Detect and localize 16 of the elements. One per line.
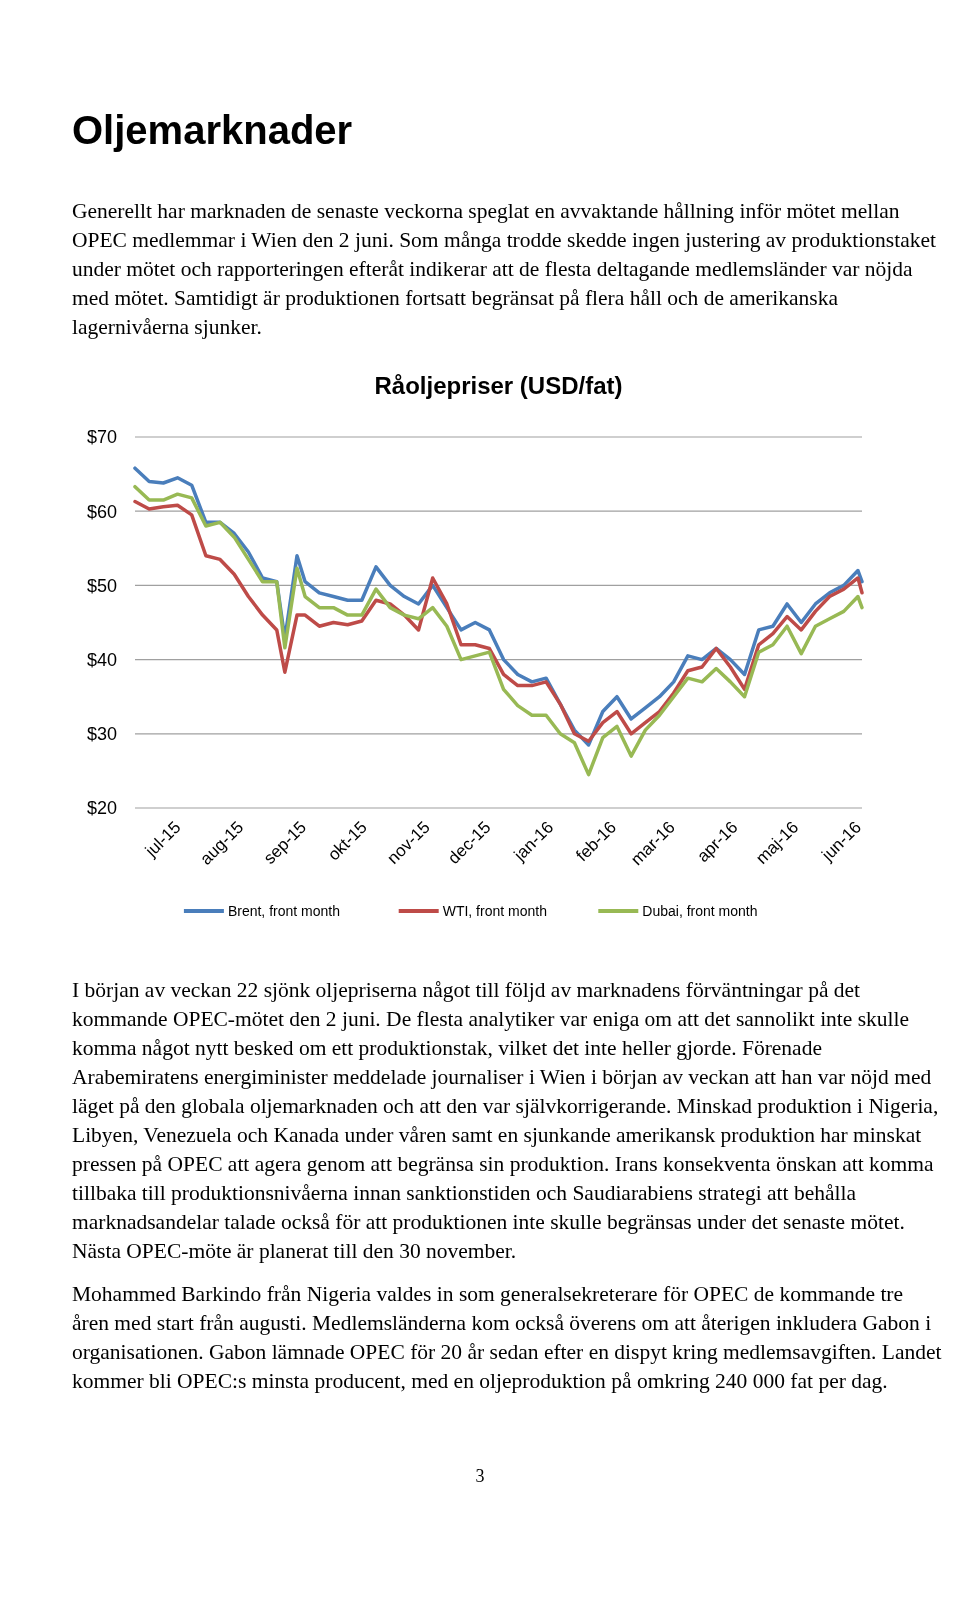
legend-label: Dubai, front month — [642, 902, 758, 919]
text: I början av veckan 22 sjönk oljepriserna något till följd av marknadens förväntningar på det kommande OPEC-mötet den 2 juni. De flesta analytiker var eniga om att det sannolikt inte skulle komma något nytt besked om ett produktionstak, vilket det inte heller gjorde. Förenade Arabemiratens energiminister meddelade journaliser i Wien i början av veckan att han var nöjd med läget på den globala oljemarknaden och att den var självkorrigerande. Minskad produktion i Nigeria, Libyen, Venezuela och Kanada under våren samt en sjunkande amerikansk produktion har minskat pressen på OPEC att agera genom att begränsa sin produktion. Irans konsekventa önskan att komma tillbaka till produktionsnivåerna innan sanktionstiden och Saudiarabiens strategi att behålla marknadsandelar talade också för att produktionen inte skulle begränsas under det senaste mötet. Nästa OPEC-möte är planerat till den 30 november. — [72, 978, 939, 1263]
chart-title: Råoljepriser (USD/fat) — [374, 372, 623, 399]
legend-label: Brent, front month — [227, 902, 340, 919]
y-tick-label: $40 — [86, 649, 117, 670]
text: 3 — [474, 1466, 486, 1487]
y-tick-label: $70 — [86, 427, 117, 448]
text: Oljemarknader — [72, 108, 354, 153]
y-tick-label: $30 — [86, 724, 117, 745]
text: Generellt har marknaden de senaste veckorna speglat en avvaktande hållning inför mötet mellan OPEC medlemmar i Wien den 2 juni. Som många trodde skedde ingen justering av produktionstaket under mötet och rapporteringen efteråt indikerar att de flesta deltagande medlemsländer var nöjda med mötet. Samtidigt är produktionen fortsatt begränsat på flera håll och de amerikanska lagernivåerna sjunker. — [72, 198, 937, 341]
legend-label: WTI, front month — [442, 902, 547, 919]
y-tick-label: $60 — [86, 501, 117, 522]
y-tick-label: $50 — [86, 575, 117, 596]
y-tick-label: $20 — [86, 798, 117, 819]
line-series — [133, 484, 864, 777]
text: Mohammed Barkindo från Nigeria valdes in som generalsekreterare för OPEC de kommande tre åren med start från augusti. Medlemsländerna kom också överens om att återigen inkludera Gabon i organisationen. Gabon lämnade OPEC för 20 år sedan efter en dispyt kring medlemsavgiften. Landet kommer bli OPEC:s minsta producent, med en oljeproduktion på omkring 240 000 fat per dag. — [72, 1281, 943, 1395]
